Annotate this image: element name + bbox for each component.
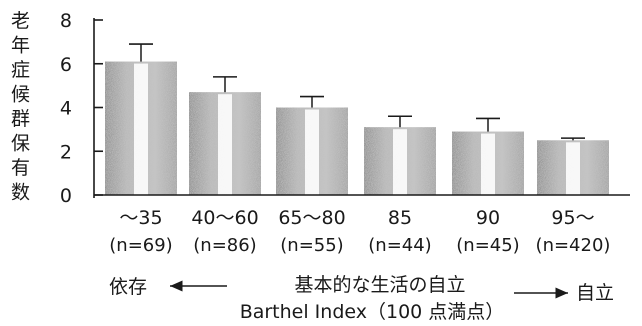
bar-6	[537, 137, 609, 195]
bar-5	[452, 117, 524, 195]
category-label: 40〜60	[191, 207, 258, 229]
bar-1	[105, 43, 177, 195]
y-axis-label-char: 老	[11, 10, 30, 32]
sample-size-label: (n=44)	[368, 235, 431, 256]
bar-highlight	[134, 63, 148, 195]
category-label: 〜35	[119, 207, 162, 229]
y-tick-label: 8	[60, 10, 72, 32]
y-tick-label: 6	[60, 54, 72, 76]
y-axis-label-char: 有	[11, 157, 30, 179]
y-axis-label-char: 年	[11, 35, 30, 57]
y-tick-label: 4	[60, 98, 72, 120]
sample-size-label: (n=420)	[536, 235, 611, 256]
bar-highlight	[305, 109, 319, 195]
y-axis-label-char: 群	[11, 108, 30, 130]
y-axis-label-char: 候	[11, 84, 30, 106]
x-axis-subtitle: Barthel Index（100 点満点）	[240, 301, 505, 323]
category-labels: 〜35 (n=69) 40〜60 (n=86) 65〜80 (n=55) 85 (n=44) 9…	[109, 207, 610, 256]
bar-highlight	[566, 142, 580, 195]
category-label: 95〜	[551, 207, 594, 229]
arrow-left-label: 依存	[109, 276, 147, 298]
y-axis-label-char: 症	[11, 59, 30, 81]
arrow-right-label: 自立	[576, 282, 614, 304]
bars-group	[94, 43, 630, 196]
bar-highlight	[218, 94, 232, 195]
sample-size-label: (n=55)	[280, 235, 343, 256]
y-axis-label-char: 数	[11, 182, 30, 204]
y-tick-label: 0	[60, 185, 72, 207]
sample-size-label: (n=45)	[456, 235, 519, 256]
bar-highlight	[481, 133, 495, 195]
bar-highlight	[393, 129, 407, 195]
sample-size-label: (n=86)	[193, 235, 256, 256]
sample-size-label: (n=69)	[109, 235, 172, 256]
x-axis-title: 基本的な生活の自立	[294, 274, 465, 296]
bar-4	[364, 115, 436, 195]
category-label: 90	[476, 207, 500, 229]
y-axis-label-char: 保	[11, 133, 30, 155]
y-axis-ticks: 0 2 4 6 8	[60, 10, 103, 207]
category-label: 65〜80	[278, 207, 345, 229]
y-tick-label: 2	[60, 141, 72, 163]
bar-2	[189, 76, 261, 195]
category-label: 85	[388, 207, 412, 229]
bar-3	[276, 95, 348, 195]
